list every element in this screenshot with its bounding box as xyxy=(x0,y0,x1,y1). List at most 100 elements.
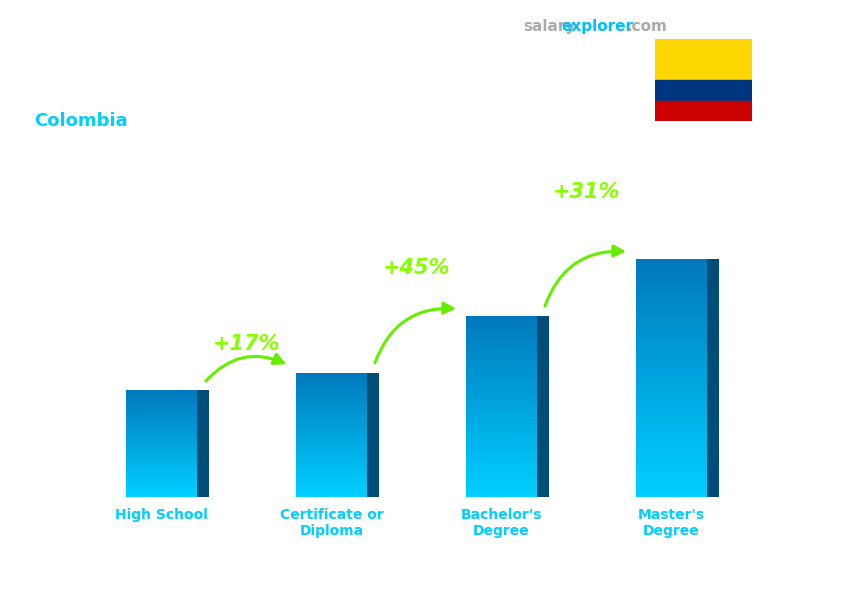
Bar xyxy=(296,487,367,490)
Bar xyxy=(296,452,367,454)
Bar xyxy=(466,431,537,435)
Bar xyxy=(636,449,707,454)
Bar xyxy=(296,380,367,382)
Bar xyxy=(466,450,537,453)
Bar xyxy=(466,341,537,345)
Bar xyxy=(636,468,707,473)
Bar xyxy=(466,363,537,367)
Bar xyxy=(296,472,367,474)
Bar xyxy=(296,462,367,465)
Bar xyxy=(466,330,537,334)
Bar xyxy=(466,435,537,439)
Bar xyxy=(636,397,707,402)
Bar xyxy=(466,338,537,341)
Bar xyxy=(636,287,707,292)
Bar xyxy=(466,493,537,497)
Bar xyxy=(636,330,707,335)
Polygon shape xyxy=(707,259,719,497)
Bar xyxy=(296,410,367,412)
Bar xyxy=(466,471,537,475)
Bar xyxy=(466,392,537,396)
Bar xyxy=(126,397,197,399)
Bar xyxy=(126,473,197,476)
Bar xyxy=(126,418,197,420)
Bar xyxy=(126,482,197,484)
Bar xyxy=(636,359,707,364)
Bar xyxy=(296,422,367,425)
Bar xyxy=(126,395,197,397)
Bar xyxy=(466,359,537,363)
Bar xyxy=(126,476,197,478)
Bar xyxy=(126,461,197,463)
Bar xyxy=(466,461,537,464)
Bar xyxy=(636,425,707,430)
Bar xyxy=(636,473,707,478)
Bar xyxy=(126,424,197,427)
Bar xyxy=(126,450,197,452)
Bar xyxy=(636,407,707,411)
Bar xyxy=(126,463,197,465)
Bar xyxy=(636,430,707,435)
Bar xyxy=(636,316,707,321)
Bar xyxy=(636,311,707,316)
Bar xyxy=(296,454,367,457)
Bar xyxy=(296,420,367,422)
Bar xyxy=(126,494,197,497)
Bar xyxy=(466,396,537,399)
Bar xyxy=(126,493,197,494)
Bar xyxy=(636,387,707,392)
Text: 11,400,000 COP: 11,400,000 COP xyxy=(615,240,728,253)
Bar xyxy=(466,439,537,442)
Bar xyxy=(466,425,537,428)
Bar xyxy=(466,378,537,381)
Bar xyxy=(126,420,197,422)
Text: +45%: +45% xyxy=(382,258,450,278)
Bar xyxy=(296,378,367,380)
Bar xyxy=(296,445,367,447)
Bar xyxy=(126,407,197,410)
Bar xyxy=(636,349,707,354)
Bar xyxy=(636,292,707,297)
Bar xyxy=(296,427,367,430)
Bar xyxy=(636,354,707,359)
Bar xyxy=(296,467,367,470)
Bar xyxy=(466,457,537,461)
Bar xyxy=(126,484,197,486)
Bar xyxy=(126,490,197,493)
Bar xyxy=(126,469,197,471)
Bar xyxy=(296,412,367,415)
Bar xyxy=(466,356,537,359)
Bar xyxy=(296,393,367,395)
Bar xyxy=(126,410,197,411)
Bar xyxy=(126,405,197,407)
Bar xyxy=(466,381,537,385)
Bar xyxy=(466,442,537,446)
Bar xyxy=(126,428,197,431)
Bar xyxy=(296,402,367,405)
Text: 8,660,000 COP: 8,660,000 COP xyxy=(450,297,553,310)
Bar xyxy=(466,352,537,356)
Bar xyxy=(636,440,707,445)
Bar xyxy=(126,422,197,424)
Bar xyxy=(636,282,707,287)
Bar xyxy=(126,439,197,442)
Bar xyxy=(636,392,707,397)
Bar xyxy=(636,464,707,468)
Bar xyxy=(636,487,707,492)
Bar xyxy=(636,492,707,497)
Bar xyxy=(466,399,537,403)
Text: Colombia: Colombia xyxy=(34,112,127,130)
Bar xyxy=(126,438,197,439)
Bar xyxy=(296,450,367,452)
Bar xyxy=(296,482,367,484)
Bar xyxy=(296,382,367,385)
Text: Average Monthly Salary: Average Monthly Salary xyxy=(832,284,842,407)
Bar xyxy=(636,302,707,307)
Bar xyxy=(296,385,367,387)
Bar xyxy=(296,492,367,494)
Bar xyxy=(296,373,367,375)
Bar xyxy=(296,465,367,467)
Bar xyxy=(466,479,537,482)
Bar xyxy=(296,405,367,407)
Bar xyxy=(296,484,367,487)
